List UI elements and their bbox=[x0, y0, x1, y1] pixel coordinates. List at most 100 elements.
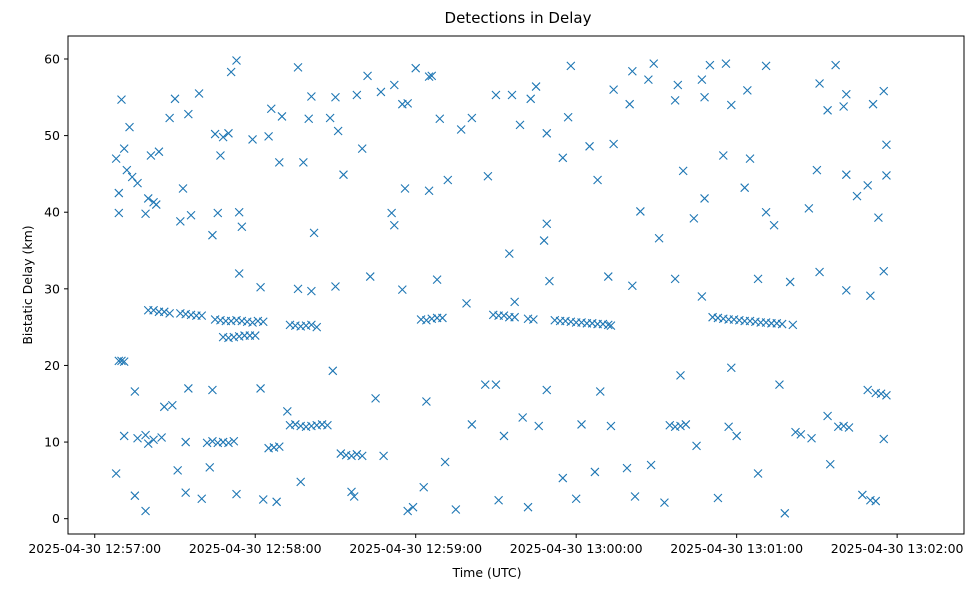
data-point bbox=[218, 132, 228, 142]
data-point bbox=[775, 380, 784, 389]
plot-area bbox=[111, 56, 891, 518]
data-point bbox=[841, 170, 851, 180]
data-point bbox=[523, 502, 533, 512]
data-point bbox=[400, 184, 410, 193]
data-point bbox=[157, 433, 167, 442]
data-point bbox=[183, 384, 193, 393]
data-point bbox=[622, 463, 632, 473]
data-point bbox=[323, 420, 332, 430]
data-point bbox=[726, 100, 736, 110]
data-point bbox=[874, 213, 883, 222]
data-point bbox=[296, 477, 306, 487]
data-point bbox=[665, 420, 675, 430]
data-point bbox=[603, 272, 613, 281]
data-point bbox=[363, 71, 372, 81]
data-point bbox=[159, 307, 169, 317]
data-point bbox=[646, 460, 656, 470]
data-point bbox=[411, 63, 421, 73]
data-point bbox=[823, 411, 832, 421]
data-point bbox=[863, 385, 873, 395]
data-point bbox=[807, 433, 816, 443]
data-point bbox=[256, 384, 265, 393]
data-point bbox=[515, 120, 525, 130]
data-point bbox=[130, 387, 140, 396]
data-point bbox=[510, 312, 520, 322]
data-point bbox=[700, 194, 709, 203]
data-point bbox=[676, 421, 685, 431]
data-point bbox=[742, 86, 752, 95]
data-point bbox=[654, 233, 664, 243]
data-point bbox=[785, 277, 795, 287]
data-point bbox=[852, 191, 862, 201]
data-point bbox=[213, 208, 223, 218]
data-point bbox=[197, 311, 207, 321]
data-point bbox=[627, 281, 637, 291]
data-point bbox=[170, 94, 180, 104]
data-point bbox=[467, 420, 477, 429]
data-point bbox=[660, 498, 669, 507]
data-point bbox=[566, 61, 576, 71]
x-tick-label: 2025-04-30 13:01:00 bbox=[670, 541, 803, 556]
data-point bbox=[791, 427, 800, 437]
data-point bbox=[879, 434, 889, 444]
data-point bbox=[721, 59, 731, 68]
data-point bbox=[692, 441, 701, 451]
data-point bbox=[868, 99, 878, 109]
data-point bbox=[408, 502, 418, 512]
data-point bbox=[266, 104, 276, 114]
data-point bbox=[419, 482, 429, 492]
data-point bbox=[483, 171, 493, 181]
data-point bbox=[234, 207, 244, 217]
data-point bbox=[670, 95, 680, 105]
data-point bbox=[841, 89, 851, 99]
data-point bbox=[882, 140, 891, 150]
data-point bbox=[117, 95, 126, 104]
data-point bbox=[745, 154, 755, 163]
data-point bbox=[780, 508, 790, 518]
data-point bbox=[606, 321, 616, 330]
data-point bbox=[141, 209, 150, 219]
data-point bbox=[141, 506, 150, 516]
data-point bbox=[290, 420, 300, 429]
data-point bbox=[205, 462, 215, 472]
data-point bbox=[312, 322, 322, 332]
data-point bbox=[357, 451, 367, 461]
y-tick-label: 40 bbox=[44, 205, 60, 220]
data-point bbox=[831, 60, 841, 70]
data-point bbox=[815, 79, 824, 88]
data-point bbox=[761, 207, 771, 217]
data-point bbox=[542, 219, 552, 229]
data-point bbox=[274, 158, 284, 167]
data-point bbox=[681, 420, 691, 429]
y-axis-title: Bistatic Delay (km) bbox=[20, 225, 35, 344]
data-point bbox=[173, 466, 183, 475]
data-point bbox=[293, 63, 303, 72]
data-point bbox=[753, 469, 763, 478]
data-point bbox=[133, 178, 142, 188]
data-point bbox=[438, 313, 447, 323]
data-point bbox=[542, 128, 552, 138]
data-point bbox=[229, 436, 239, 446]
data-point bbox=[863, 181, 873, 190]
data-point bbox=[812, 165, 822, 175]
data-point bbox=[590, 467, 600, 477]
data-point bbox=[432, 275, 442, 285]
data-point bbox=[114, 188, 124, 198]
data-point bbox=[462, 298, 471, 308]
data-point bbox=[307, 286, 316, 296]
data-point bbox=[149, 305, 158, 315]
data-point bbox=[181, 488, 191, 498]
data-point bbox=[237, 222, 247, 232]
data-point bbox=[234, 269, 244, 278]
data-point bbox=[518, 413, 528, 422]
data-point bbox=[879, 86, 889, 96]
data-point bbox=[149, 435, 158, 445]
data-point bbox=[165, 308, 175, 318]
data-point bbox=[627, 66, 637, 76]
data-point bbox=[526, 94, 536, 104]
data-point bbox=[274, 442, 284, 452]
data-point bbox=[127, 172, 137, 182]
data-point bbox=[365, 272, 375, 281]
data-point bbox=[865, 291, 875, 301]
